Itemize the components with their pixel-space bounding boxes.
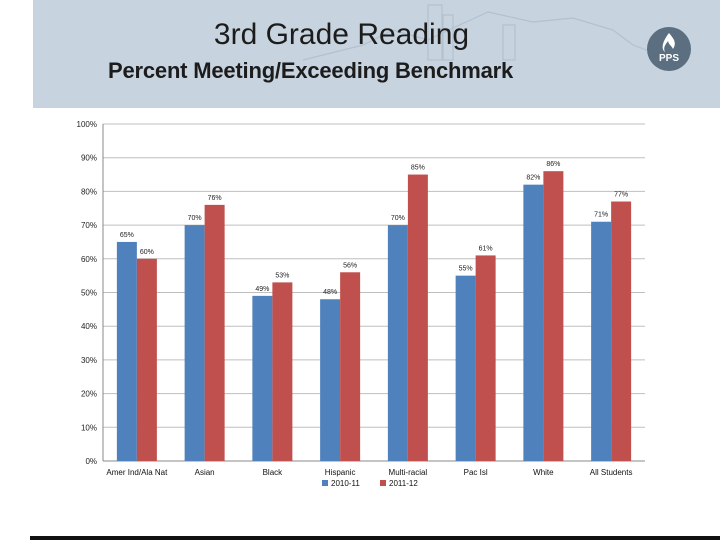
y-tick-label: 60%	[81, 255, 97, 264]
data-label: 77%	[614, 192, 628, 199]
bar	[387, 225, 408, 461]
x-tick-label: All Students	[590, 468, 633, 477]
y-tick-label: 90%	[81, 154, 97, 163]
bars	[116, 171, 632, 462]
data-label: 71%	[594, 212, 608, 219]
bar	[252, 295, 273, 461]
bar	[407, 174, 428, 462]
y-tick-label: 30%	[81, 356, 97, 365]
data-label: 70%	[188, 215, 202, 222]
legend-label: 2011-12	[389, 479, 418, 488]
y-tick-label: 0%	[85, 457, 97, 466]
bar	[543, 171, 564, 461]
y-tick-label: 100%	[77, 120, 97, 129]
y-tick-label: 50%	[81, 289, 97, 298]
bar	[611, 201, 632, 461]
data-label: 49%	[255, 286, 269, 293]
bar	[116, 241, 137, 461]
data-label: 48%	[323, 289, 337, 296]
bar	[475, 255, 496, 461]
x-tick-label: Hispanic	[325, 468, 356, 477]
bar	[591, 221, 612, 461]
data-label: 86%	[546, 161, 560, 168]
bar	[136, 258, 157, 461]
data-labels: 65% 60% 70% 76% 49% 53% 48% 56% 70% 85% 55% 61% 82% 8…	[120, 161, 628, 296]
data-label: 65%	[120, 232, 134, 239]
data-label: 82%	[526, 175, 540, 182]
legend-label: 2010-11	[331, 479, 360, 488]
legend: 2010-11 2011-12	[322, 479, 418, 488]
bar	[455, 275, 476, 461]
y-tick-label: 10%	[81, 423, 97, 432]
bar	[340, 272, 361, 461]
bar	[272, 282, 293, 461]
y-tick-label: 70%	[81, 221, 97, 230]
legend-swatch	[380, 480, 386, 486]
x-tick-label: Multi-racial	[389, 468, 428, 477]
logo-icon	[647, 27, 691, 71]
bar	[523, 184, 544, 461]
data-label: 76%	[208, 195, 222, 202]
data-label: 70%	[391, 215, 405, 222]
x-tick-label: Amer Ind/Ala Nat	[106, 468, 168, 477]
slide-header: 3rd Grade Reading Percent Meeting/Exceed…	[33, 0, 720, 108]
data-label: 56%	[343, 262, 357, 269]
data-label: 60%	[140, 249, 154, 256]
flame-icon	[662, 33, 675, 52]
data-label: 61%	[479, 245, 493, 252]
gridlines	[102, 123, 645, 462]
logo-text: PPS	[658, 53, 679, 64]
x-tick-label: Asian	[195, 468, 215, 477]
bar	[320, 299, 341, 461]
data-label: 53%	[275, 272, 289, 279]
x-tick-label: Pac Isl	[464, 468, 488, 477]
slide-title: 3rd Grade Reading	[213, 18, 470, 51]
skyline-watermark	[302, 4, 674, 61]
data-label: 55%	[459, 266, 473, 273]
x-tick-label: Black	[263, 468, 284, 477]
x-tick-label: White	[533, 468, 554, 477]
x-axis-ticks: Amer Ind/Ala Nat Asian Black Hispanic Multi-…	[106, 468, 632, 477]
y-axis-ticks: 0% 10% 20% 30% 40% 50% 60% 70% 80% 90% 100%	[77, 120, 97, 466]
data-label: 85%	[411, 165, 425, 172]
y-tick-label: 80%	[81, 187, 97, 196]
bar	[204, 204, 225, 461]
y-tick-label: 20%	[81, 390, 97, 399]
y-tick-label: 40%	[81, 322, 97, 331]
legend-swatch	[322, 480, 328, 486]
slide-subtitle: Percent Meeting/Exceeding Benchmark	[108, 58, 514, 83]
bottom-rule	[30, 536, 720, 540]
bar	[184, 225, 205, 461]
